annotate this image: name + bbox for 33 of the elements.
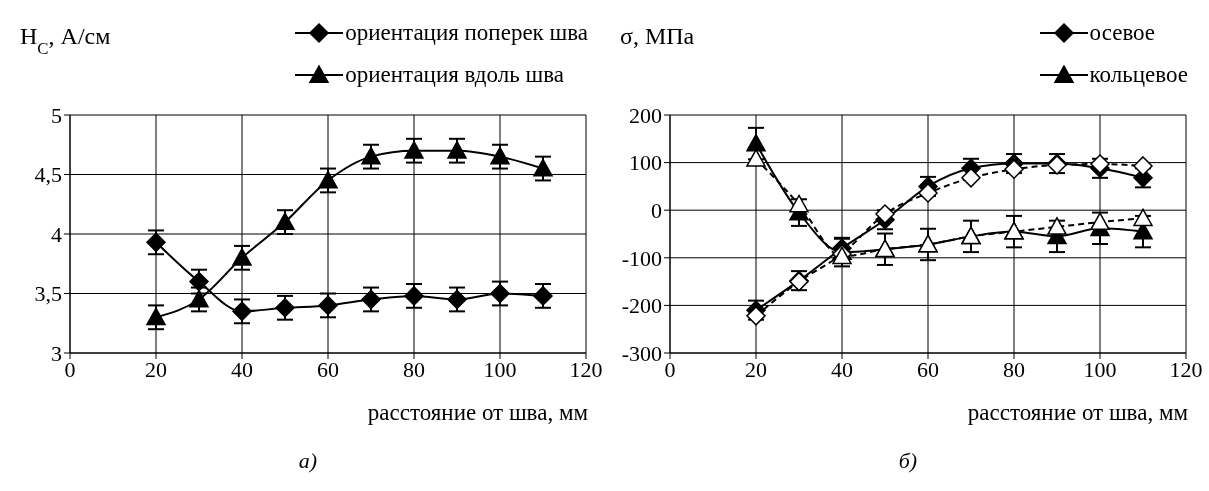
legend-label: ориентация вдоль шва xyxy=(345,62,564,88)
x-tick-label: 80 xyxy=(403,356,425,382)
y-axis-title: H$_{C}$, А/см xyxy=(20,23,111,58)
y-tick-label: 3 xyxy=(51,340,62,366)
x-tick-label: 40 xyxy=(831,356,853,382)
x-tick-label: 100 xyxy=(1083,356,1117,382)
x-tick-label: 20 xyxy=(145,356,167,382)
x-tick-label: 120 xyxy=(1169,356,1203,382)
x-axis-title: расстояние от шва, мм xyxy=(967,400,1188,426)
x-tick-label: 80 xyxy=(1003,356,1025,382)
y-tick-label: 3,5 xyxy=(34,281,62,307)
text: а) xyxy=(297,448,319,474)
x-tick-label: 60 xyxy=(317,356,339,382)
y-tick-label: 100 xyxy=(629,150,662,176)
x-tick-label: 60 xyxy=(917,356,939,382)
y-tick-label: -200 xyxy=(621,293,662,319)
y-tick-label: 200 xyxy=(629,102,662,128)
y-tick-label: -300 xyxy=(621,340,662,366)
legend-label: кольцевое xyxy=(1089,62,1188,88)
legend-label: ориентация поперек шва xyxy=(345,20,588,46)
y-axis-title: σ, МПа xyxy=(620,23,695,49)
x-axis-title: расстояние от шва, мм xyxy=(367,400,588,426)
y-tick-label: 5 xyxy=(51,102,62,128)
y-tick-label: 4 xyxy=(51,221,62,247)
x-tick-label: 40 xyxy=(231,356,253,382)
y-tick-label: -100 xyxy=(621,245,662,271)
text: б) xyxy=(897,448,919,474)
y-tick-label: 4,5 xyxy=(34,162,62,188)
y-tick-label: 0 xyxy=(651,198,662,224)
x-tick-label: 120 xyxy=(569,356,603,382)
x-tick-label: 20 xyxy=(745,356,767,382)
x-tick-label: 100 xyxy=(483,356,517,382)
legend-label: осевое xyxy=(1089,20,1156,46)
